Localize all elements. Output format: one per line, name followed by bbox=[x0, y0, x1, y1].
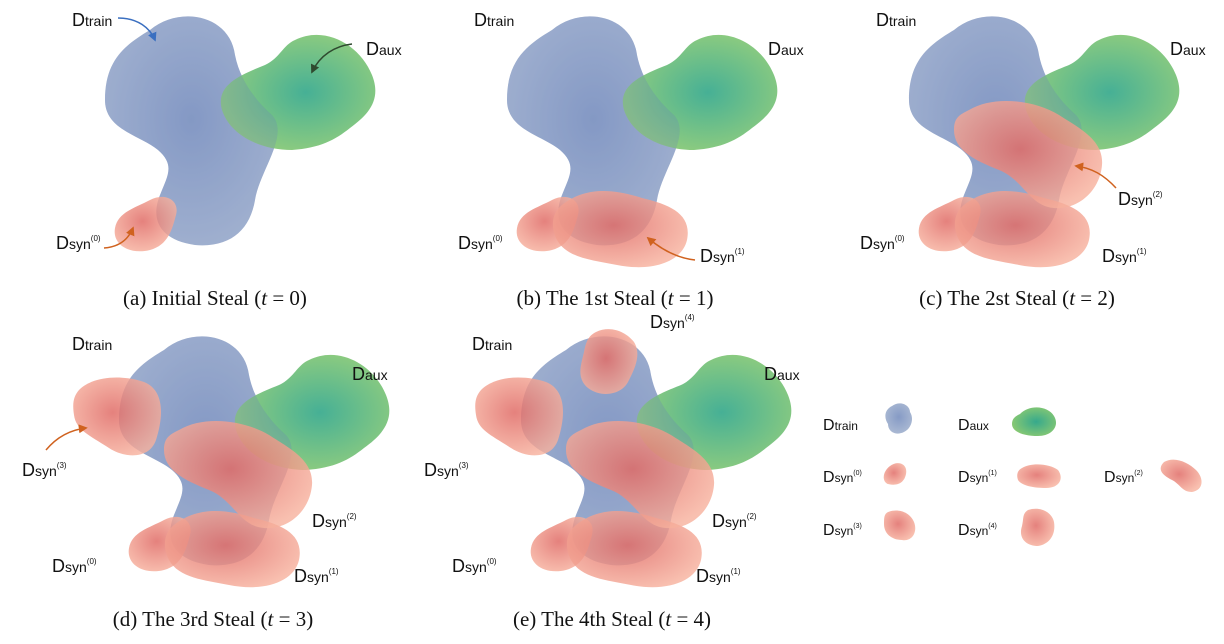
legend-swatch-d-train bbox=[885, 403, 912, 434]
legend-label-d-train: Dtrain bbox=[823, 417, 858, 434]
arrow-aux bbox=[310, 43, 353, 74]
label-d-syn1: Dsyn(1) bbox=[1102, 246, 1147, 266]
d-syn2-region bbox=[954, 100, 1103, 209]
label-d-train: Dtrain bbox=[876, 10, 916, 30]
legend-label-d-syn1: Dsyn(1) bbox=[958, 469, 997, 486]
label-d-train: Dtrain bbox=[72, 334, 112, 354]
label-d-syn0: Dsyn(0) bbox=[860, 233, 905, 253]
label-d-syn0: Dsyn(0) bbox=[452, 556, 497, 576]
label-d-syn3: Dsyn(3) bbox=[424, 460, 469, 480]
arrow-syn3 bbox=[45, 424, 88, 451]
d-syn4-region bbox=[580, 329, 638, 394]
legend-swatch-d-syn1 bbox=[1017, 464, 1061, 488]
legend-label-d-syn2: Dsyn(2) bbox=[1104, 469, 1143, 486]
label-d-aux: Daux bbox=[768, 39, 804, 59]
legend-swatch-d-aux bbox=[1012, 407, 1057, 436]
label-d-aux: Daux bbox=[1170, 39, 1206, 59]
label-d-aux: Daux bbox=[352, 364, 388, 384]
label-d-syn0: Dsyn(0) bbox=[52, 556, 97, 576]
caption-c: (c) The 2st Steal (t = 2) bbox=[919, 286, 1115, 310]
legend-label-d-syn3: Dsyn(3) bbox=[823, 522, 862, 539]
legend: Dtrain Daux Dsyn(0) Dsyn(1) Dsyn(2) Dsyn… bbox=[823, 403, 1202, 546]
arrow-syn0 bbox=[103, 226, 135, 249]
panel-c: Dtrain Daux Dsyn(0) Dsyn(1) Dsyn(2) (c) … bbox=[860, 10, 1206, 310]
label-d-syn1: Dsyn(1) bbox=[294, 566, 339, 586]
arrow-train bbox=[117, 17, 157, 42]
legend-swatch-d-syn0 bbox=[883, 463, 907, 485]
d-syn1-region bbox=[552, 190, 688, 268]
panel-b: Dtrain Daux Dsyn(0) Dsyn(1) (b) The 1st … bbox=[458, 10, 804, 310]
label-d-syn4: Dsyn(4) bbox=[650, 312, 695, 332]
arrow-syn1 bbox=[646, 236, 696, 261]
arrow-syn2 bbox=[1074, 162, 1117, 189]
label-d-aux: Daux bbox=[764, 364, 800, 384]
legend-swatch-d-syn4 bbox=[1020, 508, 1055, 546]
label-d-syn2: Dsyn(2) bbox=[712, 511, 757, 531]
legend-swatch-d-syn2 bbox=[1160, 459, 1202, 492]
label-d-aux: Daux bbox=[366, 39, 402, 59]
label-d-syn2: Dsyn(2) bbox=[1118, 189, 1163, 209]
d-syn1-region bbox=[954, 190, 1090, 268]
panel-a: Dtrain Daux Dsyn(0) (a) Initial Steal (t… bbox=[56, 10, 402, 310]
d-syn1-region bbox=[566, 510, 702, 588]
caption-a: (a) Initial Steal (t = 0) bbox=[123, 286, 307, 310]
legend-label-d-syn0: Dsyn(0) bbox=[823, 469, 862, 486]
legend-swatch-d-syn3 bbox=[884, 510, 916, 541]
label-d-train: Dtrain bbox=[472, 334, 512, 354]
label-d-train: Dtrain bbox=[72, 10, 112, 30]
label-d-syn2: Dsyn(2) bbox=[312, 511, 357, 531]
caption-d: (d) The 3rd Steal (t = 3) bbox=[113, 607, 313, 631]
label-d-syn3: Dsyn(3) bbox=[22, 460, 67, 480]
d-syn2-region bbox=[164, 420, 313, 529]
legend-label-d-aux: Daux bbox=[958, 417, 989, 434]
label-d-syn0: Dsyn(0) bbox=[458, 233, 503, 253]
d-syn0-region bbox=[114, 196, 177, 252]
panel-e: Dsyn(4) Dtrain Daux Dsyn(3) Dsyn(2) Dsyn… bbox=[424, 312, 800, 631]
panel-d: Dtrain Daux Dsyn(3) Dsyn(2) Dsyn(0) Dsyn… bbox=[22, 334, 390, 631]
legend-label-d-syn4: Dsyn(4) bbox=[958, 522, 997, 539]
d-syn3-region bbox=[73, 377, 161, 456]
label-d-syn1: Dsyn(1) bbox=[696, 566, 741, 586]
caption-e: (e) The 4th Steal (t = 4) bbox=[513, 607, 711, 631]
label-d-syn0: Dsyn(0) bbox=[56, 233, 101, 253]
label-d-train: Dtrain bbox=[474, 10, 514, 30]
caption-b: (b) The 1st Steal (t = 1) bbox=[517, 286, 714, 310]
d-syn1-region bbox=[164, 510, 300, 588]
d-syn3-region bbox=[475, 377, 563, 456]
d-syn2-region bbox=[566, 420, 715, 529]
label-d-syn1: Dsyn(1) bbox=[700, 246, 745, 266]
